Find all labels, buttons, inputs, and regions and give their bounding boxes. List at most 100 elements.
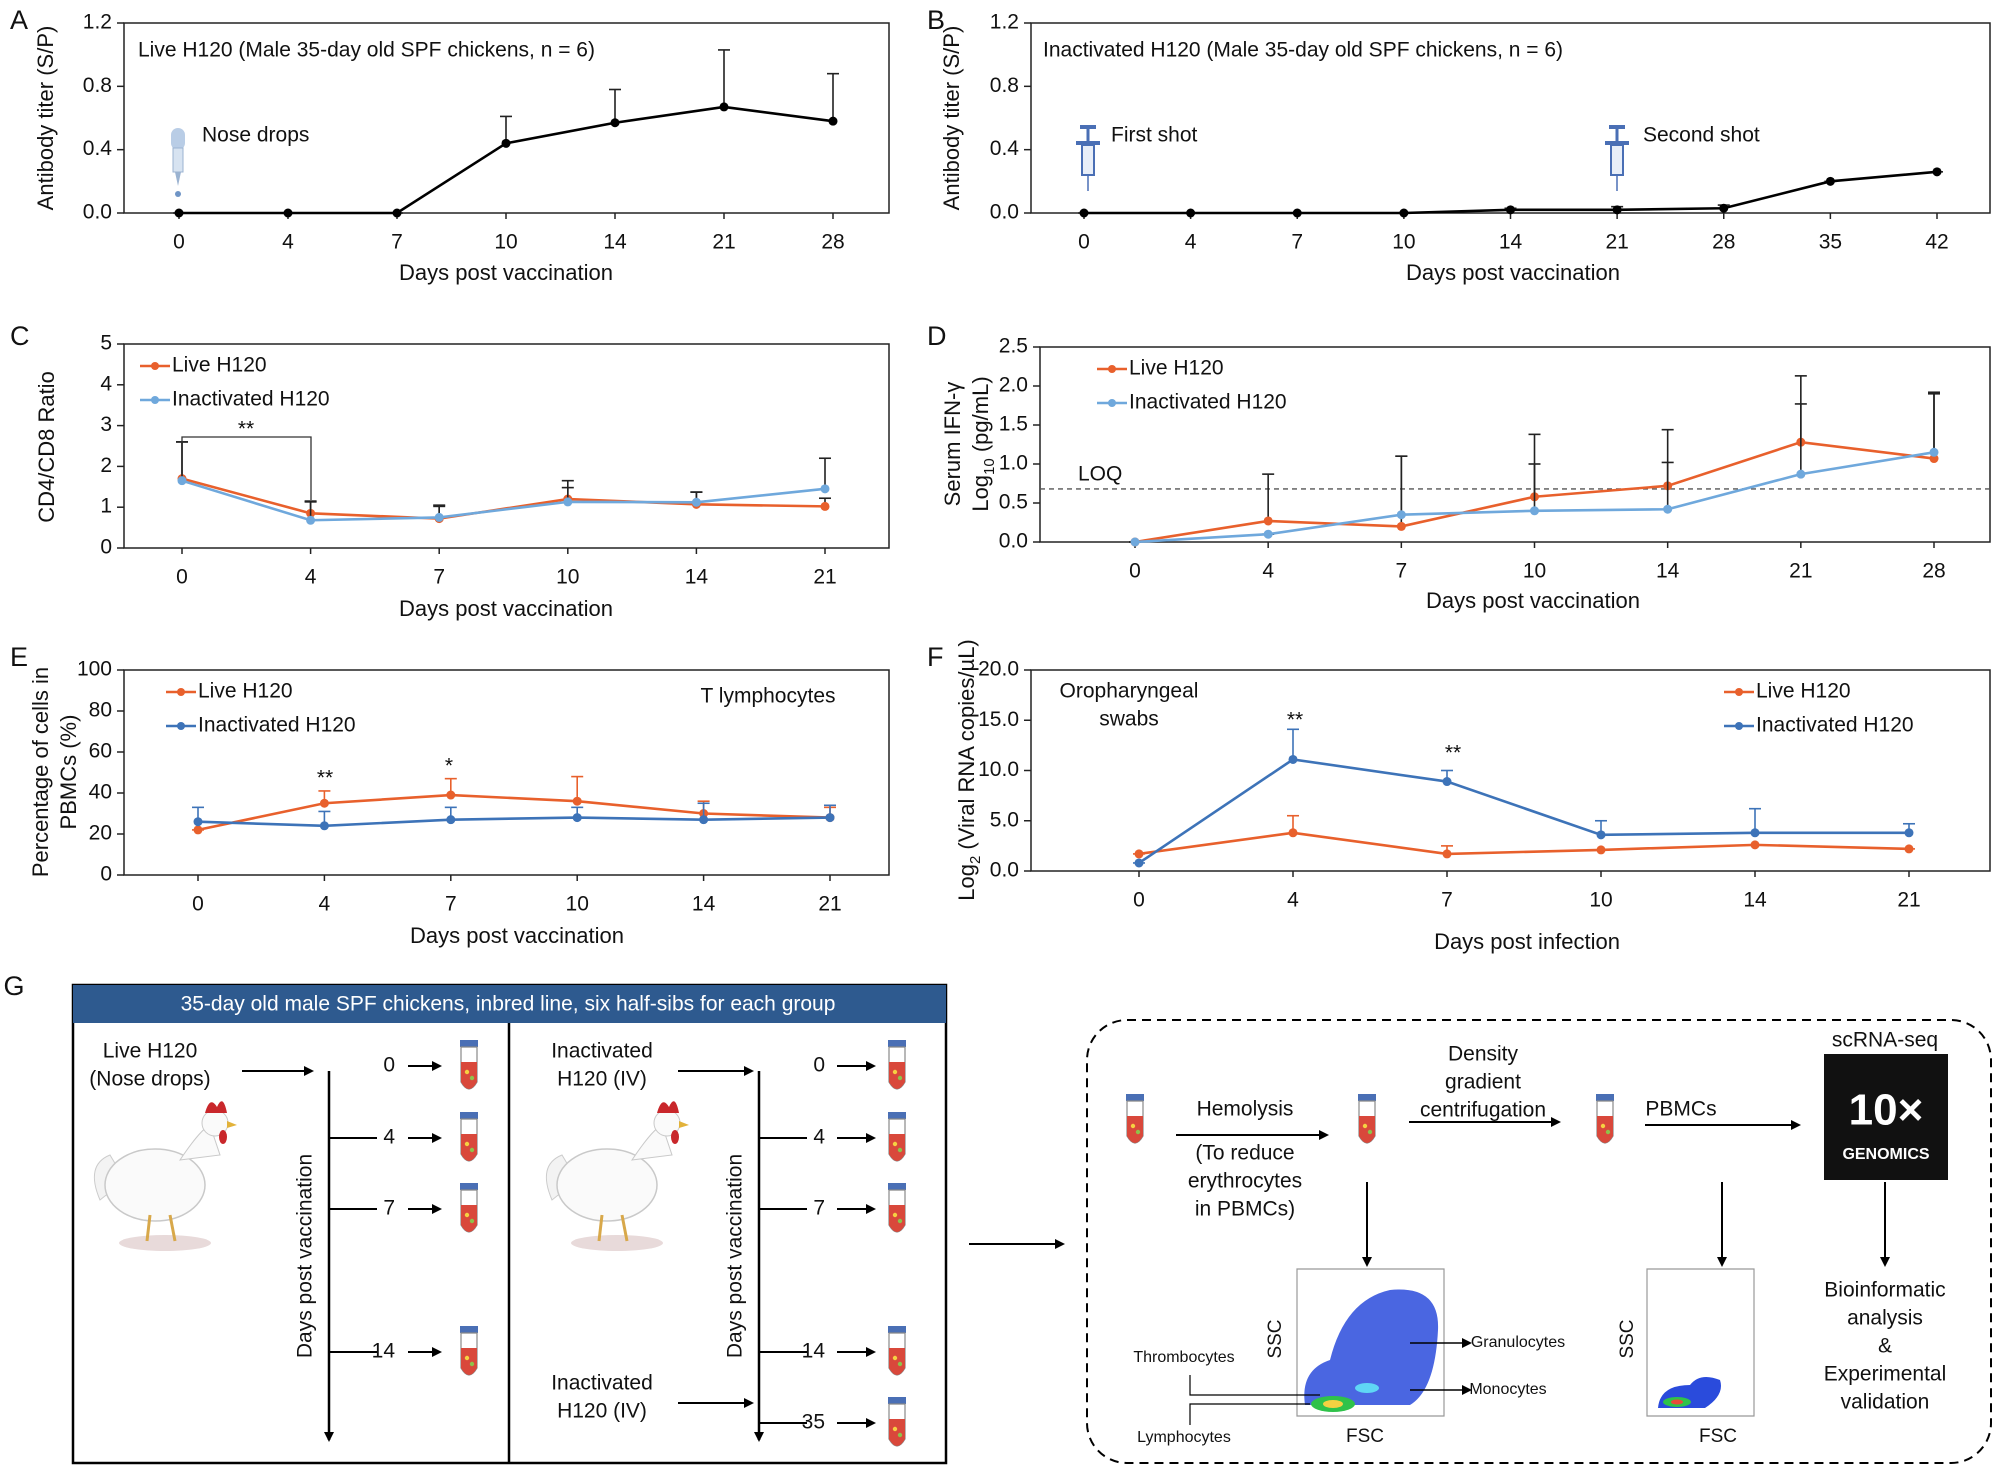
- header-bar: [73, 985, 946, 1023]
- y-tick-label: 0.5: [999, 491, 1028, 514]
- data-point: [719, 102, 729, 112]
- legend-marker: [1108, 399, 1116, 407]
- x-tick-label: 0: [173, 231, 185, 254]
- legend-marker: [1108, 365, 1116, 373]
- y-axis-label: Percentage of cells in: [28, 667, 53, 877]
- x-axis-label: Days post vaccination: [1426, 588, 1640, 613]
- chicken-wattle: [671, 1130, 679, 1144]
- chicken-beak: [679, 1121, 689, 1128]
- chicken-leg: [620, 1214, 629, 1242]
- tube-blood: [461, 1205, 477, 1232]
- x-tick-label: 10: [1523, 560, 1546, 583]
- header: 35-day old male SPF chickens, inbred lin…: [181, 993, 836, 1016]
- data-point: [1130, 537, 1140, 547]
- tube-cell: [1362, 1123, 1368, 1129]
- step-label: Bioinformatic: [1824, 1279, 1945, 1302]
- error-bar: [1287, 728, 1299, 760]
- data-point: [1442, 777, 1452, 787]
- x-tick-label: 10: [556, 566, 579, 589]
- y-tick-label: 0.0: [990, 201, 1019, 224]
- group-label: (Nose drops): [89, 1068, 210, 1091]
- logo-subtext: GENOMICS: [1842, 1146, 1929, 1163]
- tube-cap: [1126, 1094, 1144, 1101]
- x-tick-label: 7: [1291, 231, 1303, 254]
- flow-axis-label: FSC: [1699, 1426, 1737, 1447]
- data-point: [319, 798, 329, 808]
- booster-label: H120 (IV): [557, 1400, 647, 1423]
- error-bar: [718, 49, 730, 107]
- gate-line: [1189, 1403, 1310, 1425]
- y-axis-label: Antibody titer (S/P): [939, 26, 964, 211]
- tube-cell: [464, 1212, 470, 1218]
- tube-blood: [461, 1134, 477, 1161]
- tube-cell: [469, 1218, 475, 1224]
- tube-cap: [888, 1040, 906, 1047]
- tube-cell: [892, 1355, 898, 1361]
- booster-label: Inactivated: [551, 1372, 653, 1395]
- plot-frame: [123, 343, 890, 549]
- panel-label: D: [927, 321, 947, 351]
- x-tick-label: 0: [1078, 231, 1090, 254]
- error-bar: [1262, 473, 1275, 521]
- x-tick-label: 4: [305, 566, 317, 589]
- data-point: [1750, 840, 1760, 850]
- data-point: [1904, 828, 1914, 838]
- y-tick-label: 0.8: [83, 74, 112, 97]
- step-label: Experimental: [1824, 1363, 1947, 1386]
- tube-blood: [889, 1419, 905, 1446]
- data-point: [1719, 203, 1729, 213]
- y-tick-label: 0.0: [990, 859, 1019, 882]
- y-axis-label: Serum IFN-γ: [940, 382, 965, 507]
- data-point: [1530, 506, 1539, 516]
- y-tick-label: 0: [100, 536, 112, 559]
- x-tick-label: 21: [1897, 889, 1920, 912]
- data-point: [572, 813, 582, 823]
- error-bar: [1794, 403, 1807, 475]
- subscript: 10: [981, 458, 998, 475]
- data-point: [1929, 447, 1939, 457]
- syringe-top: [1080, 125, 1096, 129]
- data-point: [193, 817, 203, 827]
- data-point: [1442, 849, 1452, 859]
- tube-cell: [1600, 1123, 1606, 1129]
- data-point: [501, 138, 511, 148]
- timeline-label: Days post vaccination: [724, 1154, 747, 1358]
- data-point: [1263, 529, 1273, 539]
- tube-cell: [1367, 1129, 1373, 1135]
- timepoint: 4: [813, 1126, 825, 1149]
- tube-cap: [1596, 1094, 1614, 1101]
- step-note: erythrocytes: [1188, 1170, 1302, 1193]
- annotation: **: [1287, 709, 1303, 732]
- tube-cell: [1135, 1129, 1141, 1135]
- x-tick-label: 7: [445, 893, 457, 916]
- plot-frame: [123, 669, 890, 876]
- annotation: Nose drops: [202, 124, 309, 147]
- data-point: [1612, 205, 1622, 215]
- data-point: [1186, 208, 1196, 218]
- flow-axis-label: SSC: [1617, 1319, 1638, 1358]
- data-point: [1292, 208, 1302, 218]
- plot-frame: [1039, 346, 1991, 543]
- data-point: [1796, 469, 1806, 479]
- x-tick-label: 0: [1129, 560, 1141, 583]
- tube-cell: [1130, 1123, 1136, 1129]
- flow-axes: [1646, 1268, 1755, 1417]
- x-tick-label: 14: [1656, 560, 1680, 583]
- panel-label: E: [10, 642, 28, 672]
- tube-blood: [1359, 1116, 1375, 1143]
- chicken-comb: [657, 1101, 679, 1113]
- tube-cap: [888, 1326, 906, 1333]
- data-point: [1079, 208, 1089, 218]
- x-tick-label: 28: [821, 231, 844, 254]
- legend-label: Inactivated H120: [198, 714, 356, 737]
- chicken-shadow: [571, 1235, 663, 1251]
- chicken-wattle: [219, 1130, 227, 1144]
- data-point: [1904, 844, 1914, 854]
- chicken-body: [104, 1148, 206, 1222]
- data-point: [1929, 454, 1939, 464]
- tube-cell: [897, 1075, 903, 1081]
- y-tick-label: 100: [77, 658, 112, 681]
- error-bar: [1395, 455, 1408, 515]
- error-bar: [1528, 463, 1541, 511]
